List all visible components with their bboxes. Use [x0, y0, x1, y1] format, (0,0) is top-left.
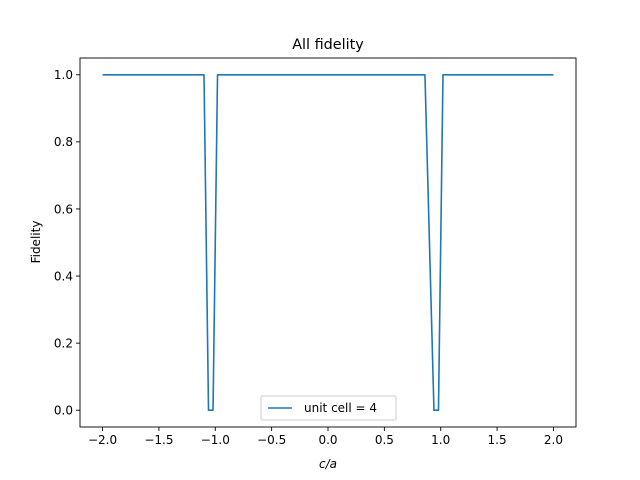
x-tick-label: −0.5 — [257, 433, 286, 447]
x-tick-label: 0.5 — [375, 433, 394, 447]
legend-frame — [260, 395, 397, 421]
x-tick-label: 1.0 — [431, 433, 450, 447]
legend: unit cell = 4 — [260, 395, 397, 421]
x-tick-label: −2.0 — [88, 433, 117, 447]
chart-title: All fidelity — [292, 37, 364, 53]
y-tick-label: 1.0 — [54, 68, 73, 82]
x-tick-label: −1.0 — [201, 433, 230, 447]
y-axis-label: Fidelity — [29, 221, 43, 264]
axes-frame — [79, 57, 577, 428]
x-tick-label: −1.5 — [144, 433, 173, 447]
x-tick-label: 0.0 — [318, 433, 337, 447]
y-tick-label: 0.4 — [54, 269, 73, 283]
series-line-0 — [102, 73, 554, 412]
x-tick-label: 1.5 — [488, 433, 507, 447]
x-tick-label: 2.0 — [544, 433, 563, 447]
legend-label-unit-cell-4: unit cell = 4 — [304, 401, 377, 415]
y-tick-label: 0.0 — [54, 404, 73, 418]
x-axis: −2.0 −1.5 −1.0 −0.5 0.0 0.5 1.0 1.5 2.0 — [88, 427, 563, 447]
y-tick-label: 0.2 — [54, 336, 73, 350]
plot-area — [79, 57, 577, 428]
y-axis: 0.0 0.2 0.4 0.6 0.8 1.0 — [54, 68, 80, 418]
x-axis-label: c/a — [319, 457, 337, 471]
y-tick-label: 0.6 — [54, 202, 73, 216]
y-tick-label: 0.8 — [54, 135, 73, 149]
